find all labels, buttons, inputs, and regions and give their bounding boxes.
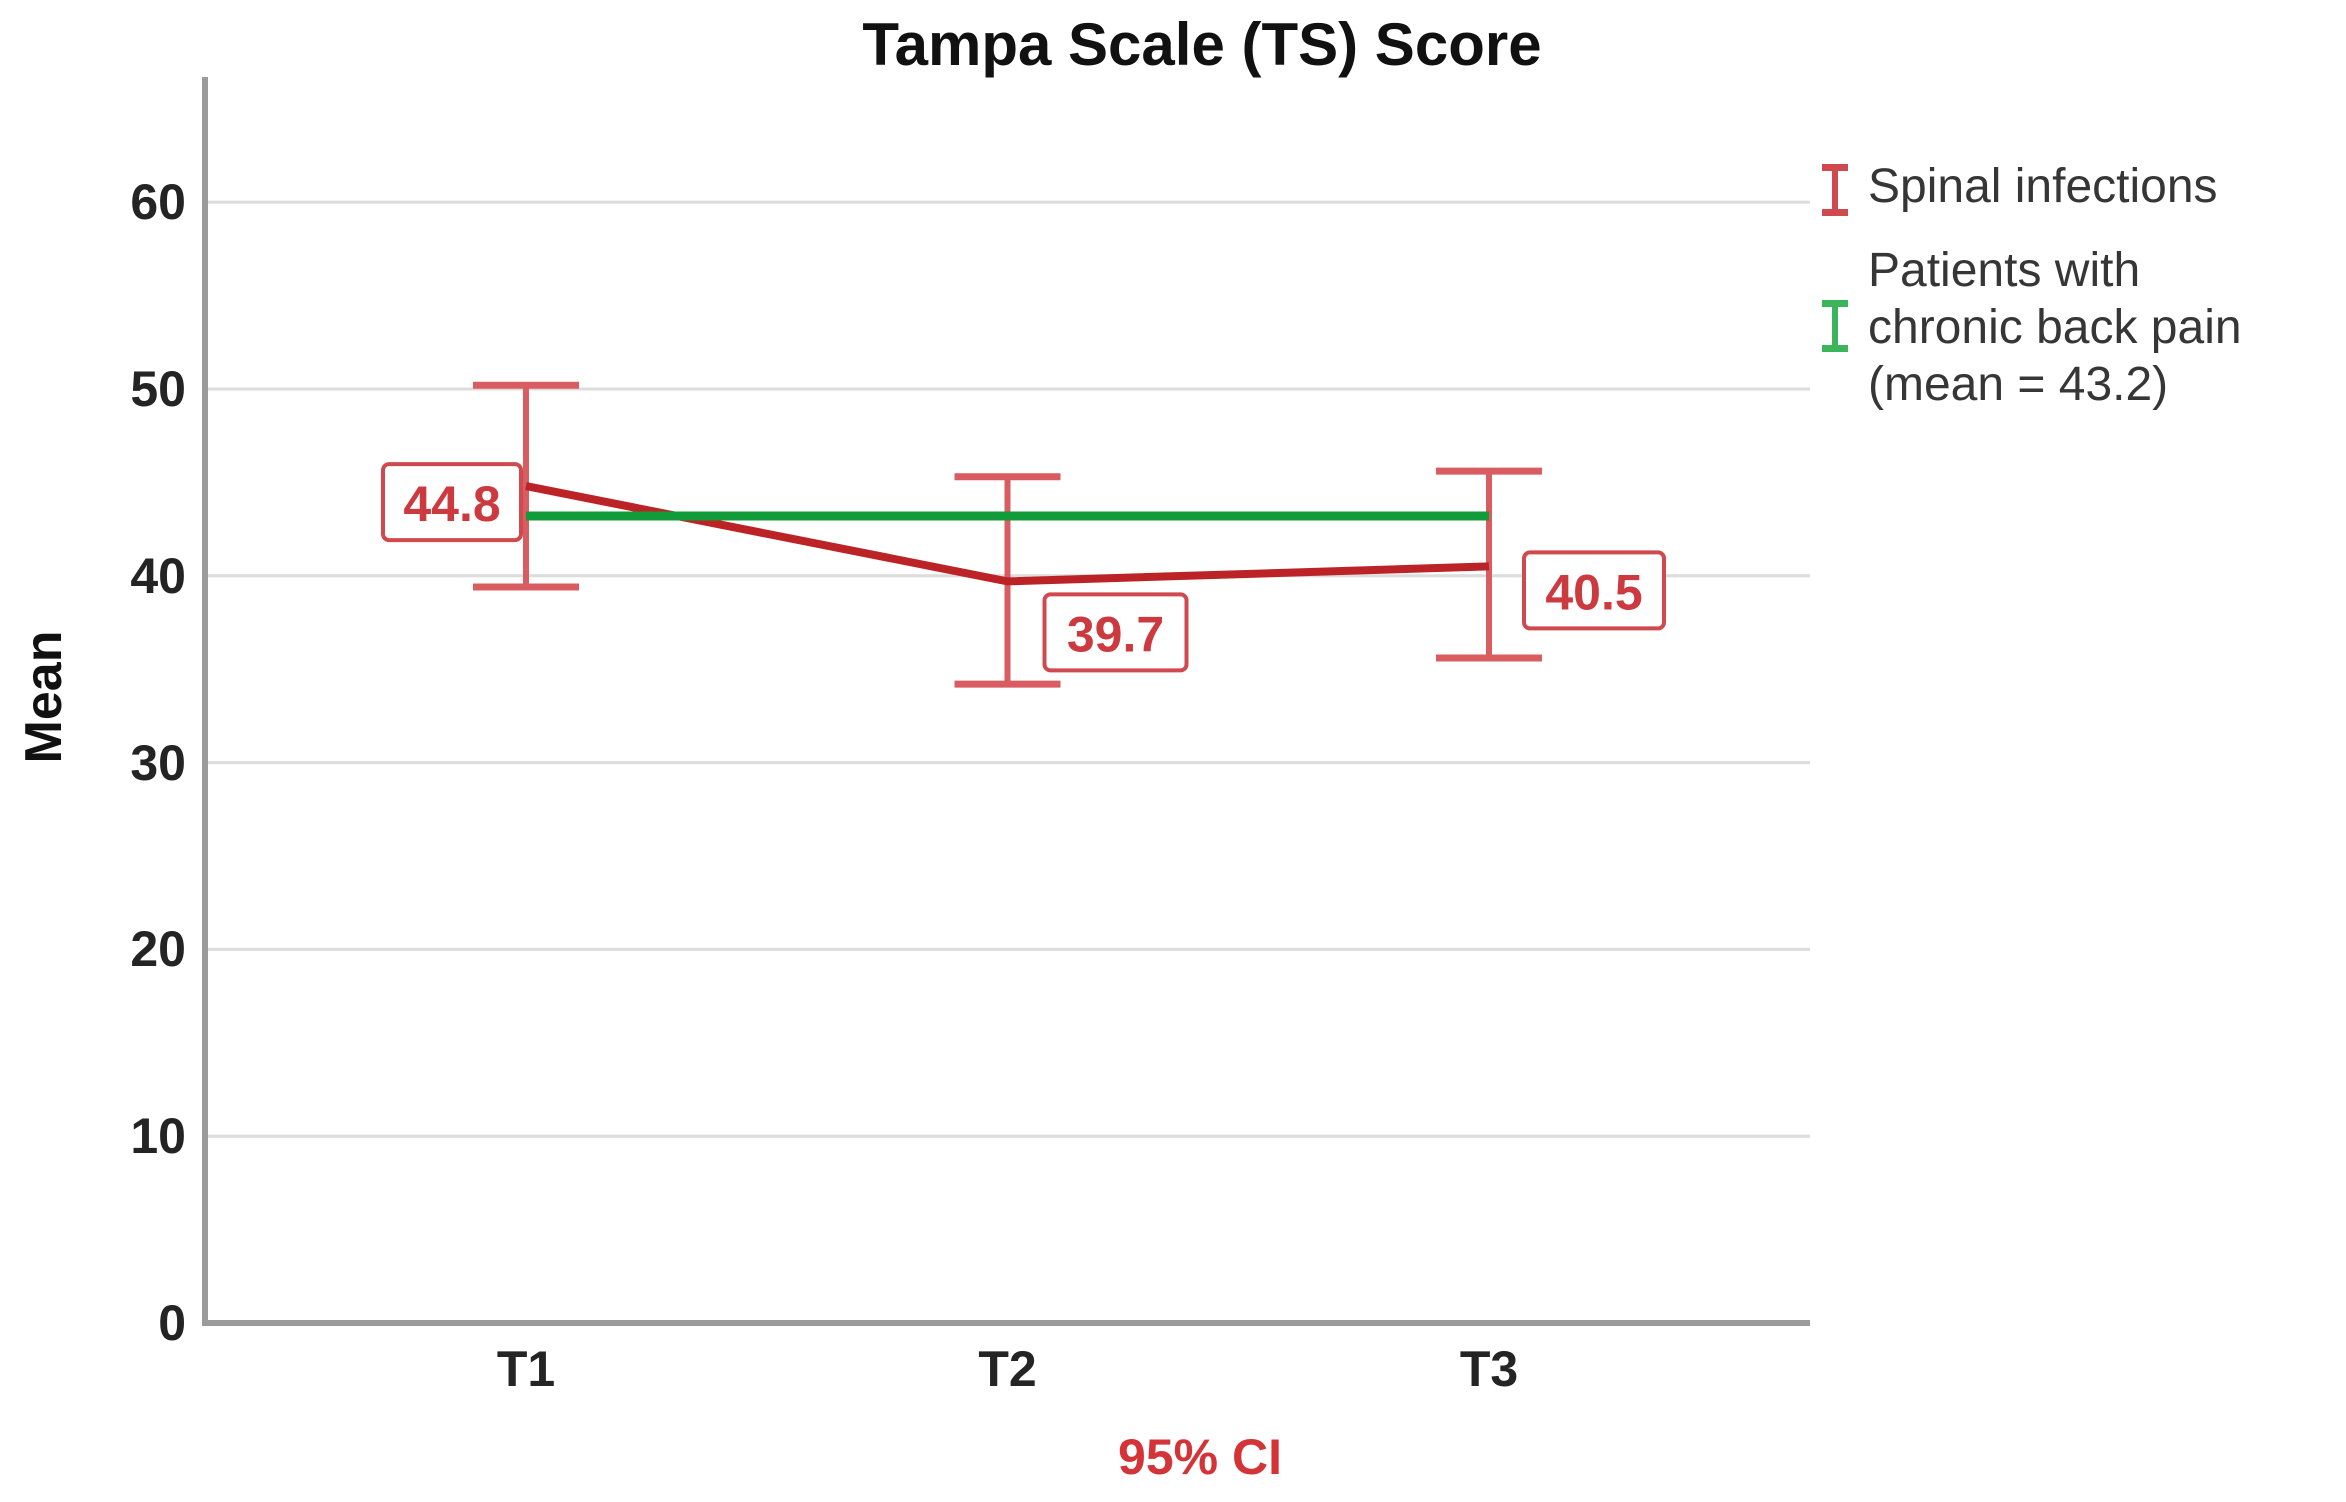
point-label-box bbox=[1042, 592, 1189, 673]
y-tick-label: 10 bbox=[130, 1108, 186, 1165]
legend-item-spinal-infections: Spinal infections bbox=[1822, 158, 2346, 216]
chart-title: Tampa Scale (TS) Score bbox=[862, 11, 1542, 78]
legend: Spinal infections Patients with chronic … bbox=[1822, 158, 2346, 413]
error-bar-icon bbox=[1822, 164, 1848, 216]
point-label: 39.7 bbox=[1067, 606, 1164, 662]
y-tick-label: 0 bbox=[158, 1295, 186, 1351]
y-tick-label: 50 bbox=[130, 360, 186, 417]
point-label: 40.5 bbox=[1545, 564, 1642, 620]
y-tick-label: 30 bbox=[130, 734, 186, 791]
legend-label: Patients with chronic back pain (mean = … bbox=[1868, 244, 2242, 411]
y-tick-label: 20 bbox=[130, 921, 186, 978]
x-tick-label: T2 bbox=[978, 1341, 1037, 1397]
legend-item-chronic-back-pain: Patients with chronic back pain (mean = … bbox=[1822, 242, 2346, 413]
x-tick-label: T3 bbox=[1459, 1341, 1519, 1397]
point-label-box bbox=[381, 462, 523, 543]
point-label-box bbox=[1522, 550, 1666, 631]
x-tick-label: T1 bbox=[496, 1341, 556, 1397]
legend-label: Spinal infections bbox=[1868, 160, 2218, 213]
y-tick-label: 60 bbox=[130, 174, 186, 231]
point-label: 44.8 bbox=[403, 476, 500, 532]
y-tick-label: 40 bbox=[130, 547, 186, 604]
error-bar-icon bbox=[1822, 300, 1848, 352]
ci-footnote: 95% CI bbox=[1118, 1429, 1282, 1485]
